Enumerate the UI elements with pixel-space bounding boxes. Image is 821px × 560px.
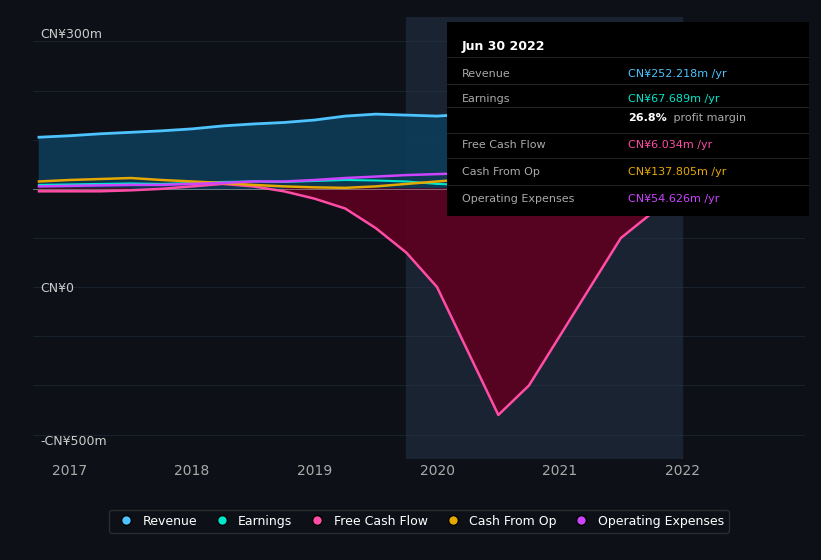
- Text: CN¥6.034m /yr: CN¥6.034m /yr: [628, 140, 713, 150]
- Text: CN¥0: CN¥0: [40, 282, 75, 295]
- Text: CN¥252.218m /yr: CN¥252.218m /yr: [628, 69, 727, 79]
- Text: -CN¥500m: -CN¥500m: [40, 435, 108, 448]
- Text: Operating Expenses: Operating Expenses: [462, 194, 574, 204]
- Bar: [406, 17, 682, 459]
- Text: Revenue: Revenue: [462, 69, 511, 79]
- Text: profit margin: profit margin: [670, 113, 745, 123]
- Text: CN¥67.689m /yr: CN¥67.689m /yr: [628, 94, 719, 104]
- Text: Cash From Op: Cash From Op: [462, 167, 539, 178]
- Text: CN¥300m: CN¥300m: [40, 28, 103, 41]
- Legend: Revenue, Earnings, Free Cash Flow, Cash From Op, Operating Expenses: Revenue, Earnings, Free Cash Flow, Cash …: [108, 510, 729, 533]
- Text: CN¥137.805m /yr: CN¥137.805m /yr: [628, 167, 727, 178]
- Text: 26.8%: 26.8%: [628, 113, 667, 123]
- Text: Jun 30 2022: Jun 30 2022: [462, 40, 545, 53]
- Text: Earnings: Earnings: [462, 94, 511, 104]
- Text: CN¥54.626m /yr: CN¥54.626m /yr: [628, 194, 719, 204]
- Text: Free Cash Flow: Free Cash Flow: [462, 140, 545, 150]
